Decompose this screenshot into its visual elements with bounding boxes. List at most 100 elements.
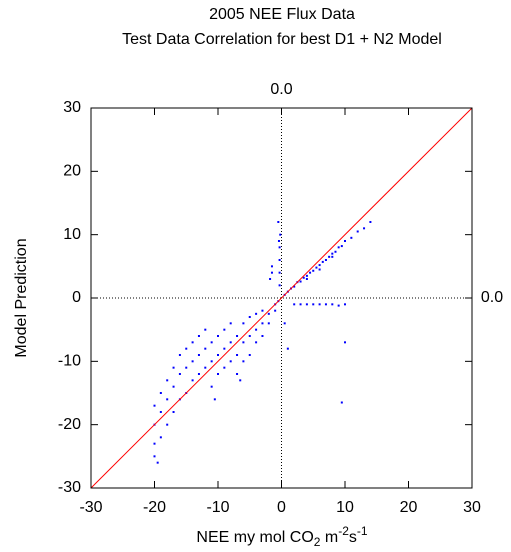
- scatter-point: [185, 347, 188, 350]
- scatter-point: [299, 280, 302, 283]
- scatter-point: [248, 354, 251, 356]
- scatter-point: [236, 335, 239, 337]
- scatter-point: [242, 341, 245, 344]
- scatter-point: [229, 341, 232, 344]
- scatter-point: [153, 404, 156, 407]
- scatter-point: [217, 373, 219, 375]
- x-axis-label: NEE my mol CO2 m-2s-1: [196, 524, 367, 549]
- scatter-point: [328, 255, 331, 258]
- scatter-point: [204, 328, 207, 331]
- scatter-point: [324, 259, 327, 261]
- x-tick-label: 20: [400, 499, 418, 516]
- scatter-point: [293, 303, 296, 306]
- x-tick-label: 10: [336, 499, 354, 516]
- y-tick-label: 10: [63, 226, 81, 243]
- scatter-point: [279, 233, 282, 236]
- scatter-point: [278, 271, 281, 274]
- scatter-point: [204, 347, 207, 350]
- scatter-point: [344, 240, 346, 242]
- scatter-point: [255, 312, 258, 315]
- scatter-point: [159, 436, 162, 439]
- scatter-point: [213, 398, 216, 401]
- scatter-point: [299, 303, 302, 306]
- scatter-point: [350, 236, 353, 239]
- scatter-point: [312, 303, 315, 306]
- scatter-point: [236, 354, 239, 356]
- scatter-point: [178, 354, 181, 356]
- y-tick-label: 0: [72, 289, 81, 306]
- scatter-point: [337, 246, 340, 249]
- scatter-point: [283, 322, 286, 325]
- scatter-point: [153, 442, 156, 445]
- y-tick-label: -30: [58, 479, 81, 496]
- scatter-point: [172, 366, 175, 369]
- scatter-point: [159, 392, 162, 394]
- scatter-point: [278, 246, 281, 249]
- x-axis-label-part: -1: [357, 524, 368, 538]
- scatter-point: [261, 309, 264, 312]
- scatter-point: [223, 328, 226, 331]
- scatter-point: [315, 266, 318, 269]
- scatter-point: [210, 360, 213, 363]
- scatter-point: [305, 274, 308, 277]
- scatter-point: [153, 455, 156, 458]
- x-axis-label-part: -2: [338, 524, 349, 538]
- scatter-point: [331, 255, 334, 258]
- scatter-point: [197, 354, 200, 356]
- x-axis-label-part: 2: [314, 535, 321, 549]
- scatter-point: [312, 269, 315, 272]
- scatter-point: [255, 328, 258, 331]
- x-tick-label: 30: [463, 499, 481, 516]
- y-tick-label: -20: [58, 416, 81, 433]
- reference-line: [90, 107, 473, 489]
- scatter-point: [331, 252, 334, 255]
- scatter-point: [267, 312, 270, 315]
- scatter-point: [204, 366, 207, 369]
- x-tick-label: 0: [277, 499, 286, 516]
- chart-title: 2005 NEE Flux Data: [209, 6, 355, 23]
- scatter-point: [185, 366, 188, 369]
- scatter-point: [223, 366, 226, 369]
- scatter-point: [340, 401, 343, 404]
- y-tick-label: 30: [63, 99, 81, 116]
- scatter-point: [344, 341, 346, 344]
- chart-subtitle: Test Data Correlation for best D1 + N2 M…: [122, 31, 442, 48]
- scatter-point: [210, 341, 213, 344]
- scatter-point: [267, 322, 270, 325]
- scatter-point: [344, 303, 346, 306]
- plot-frame: [90, 107, 473, 489]
- scatter-point: [172, 411, 175, 413]
- scatter-point: [197, 335, 200, 337]
- scatter-point: [277, 240, 280, 242]
- scatter-point: [302, 276, 305, 279]
- y-tick-label: 20: [63, 163, 81, 180]
- scatter-point: [269, 278, 272, 280]
- scatter-point: [242, 322, 245, 325]
- x-axis-label-part: m: [320, 529, 338, 546]
- scatter-point: [270, 271, 273, 274]
- scatter-point: [178, 373, 181, 375]
- x-tick-label: -20: [143, 499, 166, 516]
- scatter-point: [278, 284, 281, 287]
- y-axis-label: Model Prediction: [13, 238, 30, 357]
- scatter-point: [248, 316, 251, 318]
- scatter-point: [217, 354, 219, 356]
- scatter-point: [340, 245, 343, 248]
- scatter-point: [334, 250, 337, 253]
- scatter-point: [242, 360, 245, 363]
- scatter-point: [236, 373, 239, 375]
- scatter-point: [191, 379, 194, 382]
- scatter-point: [274, 309, 277, 312]
- scatter-point: [255, 341, 258, 344]
- scatter-point: [337, 304, 340, 307]
- scatter-point: [223, 347, 226, 350]
- x-tick-label: -10: [206, 499, 229, 516]
- scatter-point: [321, 260, 324, 263]
- scatter-point: [217, 335, 219, 337]
- scatter-point: [229, 322, 232, 325]
- scatter-point: [278, 259, 281, 261]
- scatter-point: [261, 335, 264, 337]
- scatter-point: [248, 335, 251, 337]
- scatter-point: [166, 379, 169, 382]
